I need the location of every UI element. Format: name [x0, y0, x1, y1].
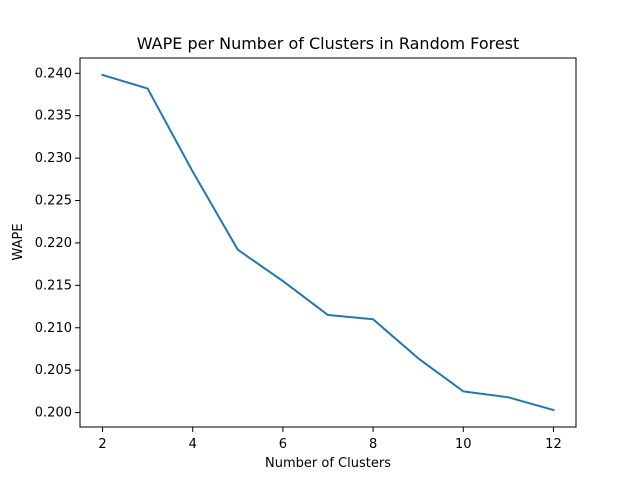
x-tick-label: 6: [279, 437, 287, 452]
y-tick-label: 0.230: [35, 151, 72, 166]
y-tick-label: 0.210: [35, 321, 72, 336]
data-point: [326, 313, 330, 317]
y-axis: 0.200 0.205 0.210 0.215 0.220 0.225 0.230 0.235…: [35, 66, 80, 421]
data-point: [416, 356, 420, 360]
data-point: [236, 248, 240, 252]
x-axis: 2 4 6 8 10 12: [98, 427, 562, 452]
y-tick-label: 0.215: [35, 278, 72, 293]
y-tick-label: 0.225: [35, 194, 72, 209]
data-point: [461, 389, 465, 393]
data-point: [551, 408, 555, 412]
data-point: [371, 317, 375, 321]
y-tick-label: 0.220: [35, 236, 72, 251]
data-point: [101, 73, 105, 77]
x-tick-label: 4: [189, 437, 197, 452]
y-tick-label: 0.240: [35, 66, 72, 81]
data-point: [506, 395, 510, 399]
chart-title: WAPE per Number of Clusters in Random Fo…: [137, 34, 520, 53]
data-point: [191, 170, 195, 174]
data-point: [146, 87, 150, 91]
x-tick-label: 10: [455, 437, 472, 452]
series-layer: [101, 73, 555, 412]
y-tick-label: 0.205: [35, 363, 72, 378]
y-tick-label: 0.235: [35, 109, 72, 124]
data-point: [281, 279, 285, 283]
plot-frame: [79, 57, 577, 428]
y-axis-title: WAPE: [11, 223, 26, 260]
x-axis-title: Number of Clusters: [265, 456, 391, 471]
x-tick-label: 8: [369, 437, 377, 452]
x-tick-label: 12: [545, 437, 562, 452]
series-line: [101, 73, 555, 412]
x-tick-label: 2: [98, 437, 106, 452]
y-tick-label: 0.200: [35, 406, 72, 421]
